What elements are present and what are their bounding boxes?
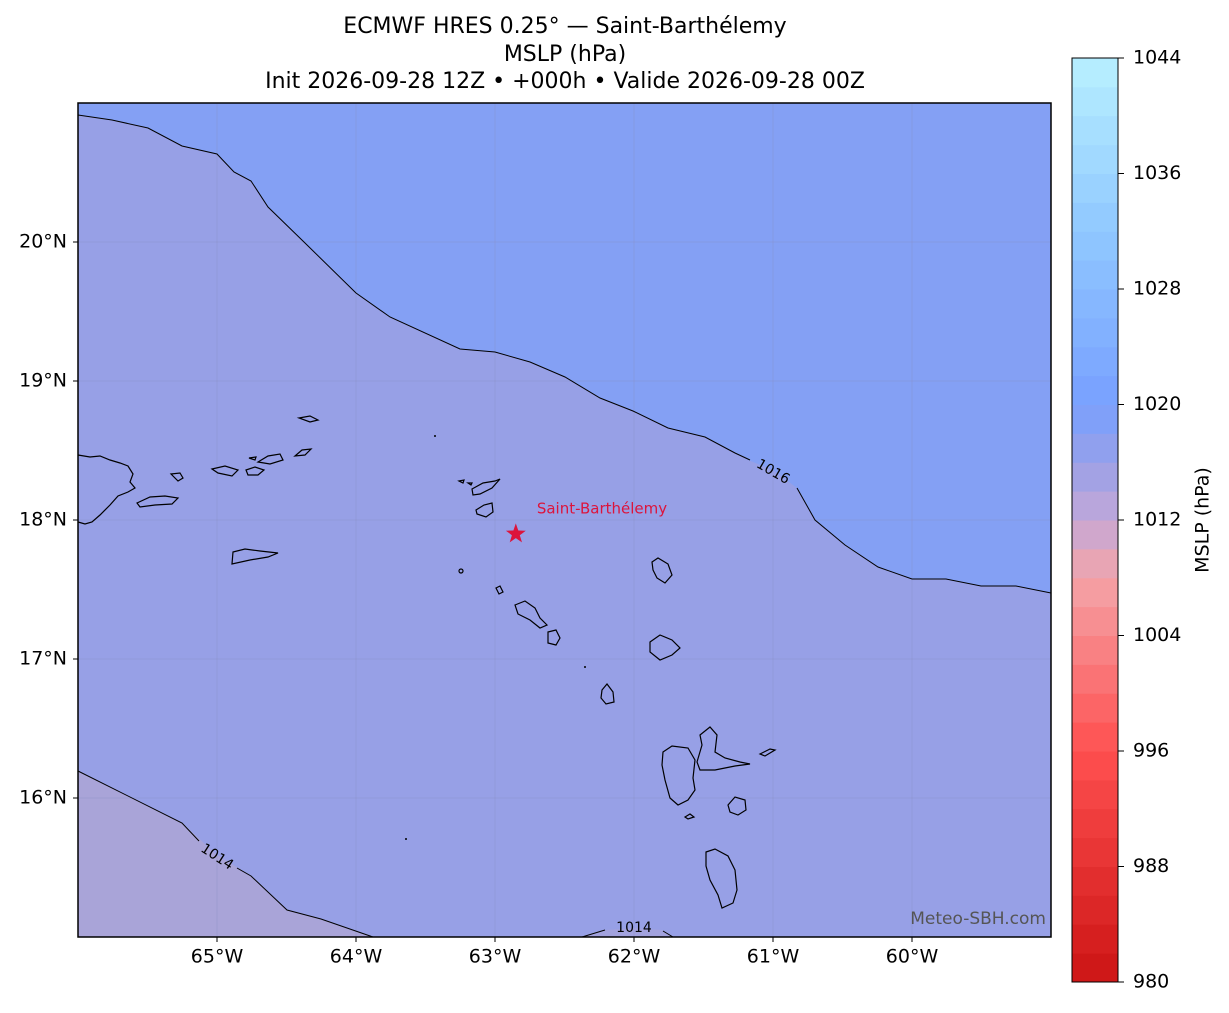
lon-tick-label: 60°W (886, 946, 939, 968)
marker-label: Saint-Barthélemy (537, 499, 667, 517)
lon-tick-label: 64°W (330, 946, 383, 968)
colorbar-tick-label: 980 (1133, 971, 1169, 993)
watermark: Meteo-SBH.com (910, 909, 1046, 929)
colorbar-band (1072, 808, 1118, 839)
lat-tick-label: 19°N (19, 370, 67, 392)
colorbar-tick-label: 1028 (1133, 278, 1181, 300)
title: ECMWF HRES 0.25° — Saint-Barthélemy (343, 14, 786, 39)
colorbar-band (1072, 606, 1118, 636)
colorbar-band (1072, 548, 1118, 579)
colorbar-band (1072, 260, 1118, 290)
colorbar-band (1072, 953, 1118, 983)
colorbar-tick-label: 988 (1133, 855, 1169, 877)
colorbar-tick-label: 1012 (1133, 509, 1181, 531)
location-marker (505, 523, 526, 543)
colorbar: 980 988 996 1004 1012 1020 1028 1036 1044 (1071, 47, 1181, 993)
contour-line (77, 770, 374, 938)
colorbar-band (1072, 895, 1118, 925)
colorbar-band (1072, 231, 1118, 261)
colorbar-band (1072, 693, 1118, 723)
colorbar-tick-label: 1036 (1133, 162, 1181, 184)
contour-line (581, 929, 674, 938)
contour-label: 1014 (616, 920, 652, 936)
lon-tick-label: 63°W (469, 946, 522, 968)
colorbar-tick-label: 1004 (1133, 624, 1181, 646)
colorbar-band (1072, 58, 1118, 88)
colorbar-band (1072, 837, 1118, 867)
lat-tick-label: 20°N (19, 231, 67, 253)
colorbar-band (1072, 173, 1118, 203)
colorbar-tick-label: 996 (1133, 740, 1169, 762)
lon-tick-label: 62°W (608, 946, 661, 968)
lat-tick-label: 18°N (19, 509, 67, 531)
colorbar-band (1072, 491, 1118, 521)
colorbar-tick-label: 1020 (1133, 393, 1181, 415)
colorbar-band (1072, 289, 1118, 319)
lat-tick-label: 16°N (19, 787, 67, 809)
colorbar-band (1072, 722, 1118, 752)
colorbar-band (1072, 346, 1118, 377)
lon-tick-label: 61°W (747, 946, 800, 968)
pressure-fill (78, 771, 373, 937)
subtitle: MSLP (hPa) (504, 42, 626, 67)
colorbar-band (1072, 462, 1118, 492)
colorbar-band (1072, 86, 1118, 117)
colorbar-band (1072, 751, 1118, 781)
colorbar-band (1072, 144, 1118, 174)
coastlines (77, 415, 777, 909)
colorbar-band (1072, 866, 1118, 896)
colorbar-tick-label: 1044 (1133, 47, 1181, 69)
colorbar-band (1072, 779, 1118, 810)
map-area: 1016 1014 1014 (77, 102, 1052, 938)
contour-line (77, 114, 1052, 594)
colorbar-band (1072, 520, 1118, 550)
pressure-fill (78, 103, 1051, 593)
colorbar-band (1072, 924, 1118, 954)
colorbar-band (1072, 404, 1118, 434)
colorbar-band (1072, 115, 1118, 146)
colorbar-label: MSLP (hPa) (1192, 467, 1214, 573)
colorbar-band (1072, 202, 1118, 232)
colorbar-band (1072, 635, 1118, 665)
lon-tick-label: 65°W (191, 946, 244, 968)
colorbar-band (1072, 664, 1118, 694)
lat-tick-label: 17°N (19, 648, 67, 670)
info: Init 2026-09-28 12Z • +000h • Valide 202… (265, 69, 865, 94)
colorbar-band (1072, 375, 1118, 405)
colorbar-band (1072, 317, 1118, 348)
colorbar-band (1072, 577, 1118, 608)
colorbar-band (1072, 433, 1118, 463)
